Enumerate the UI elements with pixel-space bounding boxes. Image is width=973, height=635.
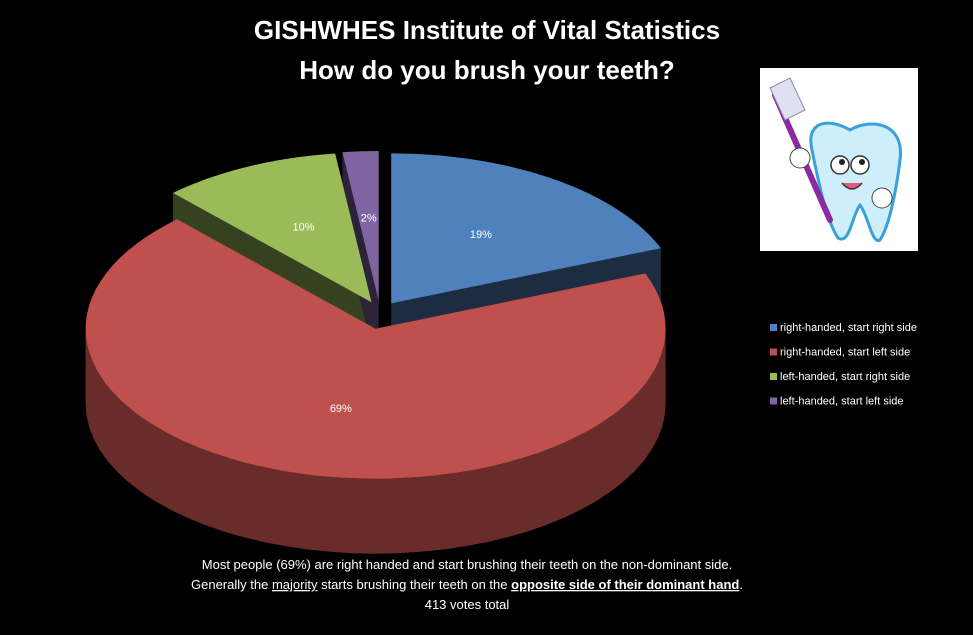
legend-text: right-handed, start left side (780, 346, 910, 358)
legend-swatch (770, 348, 777, 356)
legend-text: right-handed, start right side (780, 322, 917, 334)
footnote-part: . (739, 577, 743, 592)
slice (342, 151, 379, 301)
footnote-part: majority (272, 577, 318, 592)
slice (85, 219, 666, 479)
footnote-part: Generally the (191, 577, 272, 592)
legend-text: left-handed, start right side (780, 371, 910, 383)
footnote-part: 413 votes total (425, 597, 510, 612)
data-label: 2% (361, 213, 377, 225)
footnote: 413 votes total (425, 597, 510, 612)
footnote-part: starts brushing their teeth on the (317, 577, 511, 592)
slice (391, 153, 661, 304)
tooth-hand (789, 147, 811, 169)
footnote-part: Most people (69%) are right handed and s… (202, 557, 732, 572)
chart-subtitle: How do you brush your teeth? (299, 55, 675, 85)
data-label: 10% (293, 222, 315, 234)
footnote: Generally the majority starts brushing t… (191, 577, 743, 592)
data-label: 19% (470, 229, 492, 241)
tooth-illustration (760, 68, 918, 251)
tooth-pupil (839, 159, 845, 165)
legend-swatch (770, 324, 777, 331)
slice-tops (85, 151, 666, 479)
tooth-eye (850, 155, 870, 175)
slice-side (85, 328, 666, 554)
slice (173, 153, 372, 303)
legend-swatch (770, 373, 777, 380)
tooth-mouth (841, 182, 863, 190)
footnote: Most people (69%) are right handed and s… (202, 557, 732, 572)
tooth (809, 121, 902, 242)
legend-swatch (770, 397, 777, 405)
toothbrush-bristles (769, 77, 806, 121)
tooth-pupil (859, 159, 865, 165)
tooth-hand (871, 187, 893, 209)
chart-title: GISHWHES Institute of Vital Statistics (254, 15, 720, 45)
legend-text: left-handed, start left side (780, 395, 904, 407)
data-label: 69% (330, 403, 352, 415)
tooth-eye (830, 155, 850, 175)
footnote-part: opposite side of their dominant hand (511, 577, 739, 592)
